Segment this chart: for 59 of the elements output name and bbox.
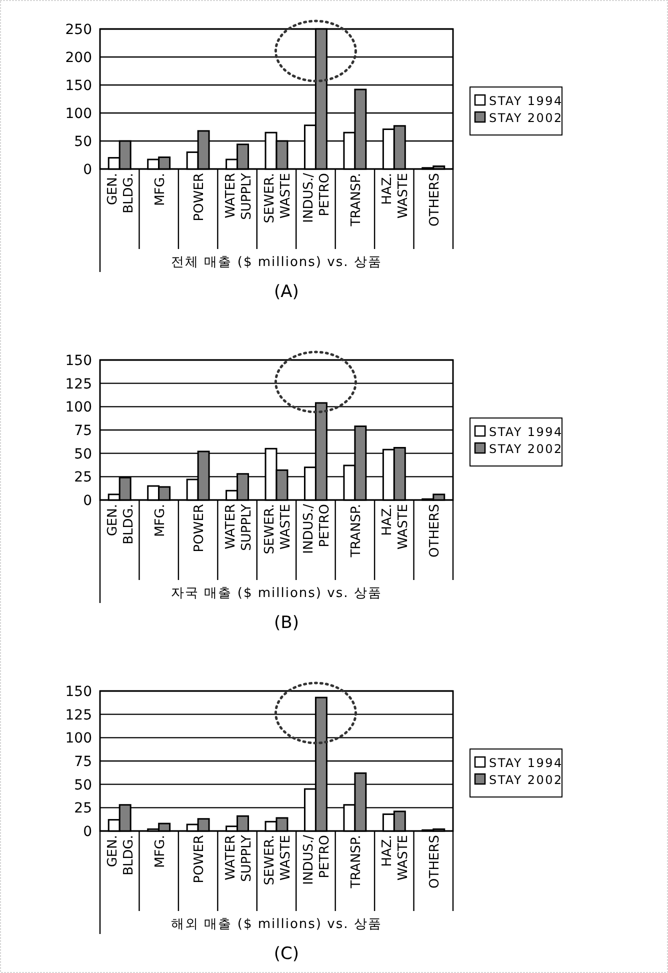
x-axis-title: 전체 매출 ($ millions) vs. 상품 <box>171 255 382 270</box>
x-tick-label: WATER SUPPLY <box>223 834 254 882</box>
x-tick-label: MFG. <box>152 173 168 206</box>
y-tick-label: 150 <box>65 684 92 700</box>
x-tick-label: HAZ. WASTE <box>380 504 412 550</box>
y-tick-label: 100 <box>65 400 92 416</box>
text: (B) <box>274 613 299 633</box>
x-tick-label: TRANSP. <box>348 504 364 558</box>
x-tick-label: OTHERS <box>427 173 442 226</box>
legend-label: STAY 1994 <box>489 425 563 439</box>
x-tick-label: INDUS./ PETRO <box>302 834 333 885</box>
x-tick-label: OTHERS <box>427 835 442 888</box>
x-tick-label: SEWER. WASTE <box>262 835 294 886</box>
y-tick-label: 250 <box>65 22 92 38</box>
y-tick-label: 150 <box>65 78 92 94</box>
x-tick-label: POWER <box>192 504 208 552</box>
y-tick-label: 50 <box>74 134 92 150</box>
y-tick-label: 200 <box>65 50 92 66</box>
y-tick-label: 0 <box>83 162 92 178</box>
x-tick-label: MFG. <box>152 835 168 868</box>
x-axis-title: 해외 매출 ($ millions) vs. 상품 <box>171 917 382 932</box>
y-tick-label: 125 <box>65 707 92 724</box>
x-tick-label: GEN. BLDG. <box>106 173 137 214</box>
y-tick-label: 50 <box>74 446 92 462</box>
y-tick-label: 100 <box>65 730 92 747</box>
x-tick-label: WATER SUPPLY <box>223 504 254 551</box>
text: (A) <box>274 282 299 302</box>
x-tick-label: POWER <box>192 835 208 884</box>
x-tick-label: HAZ. WASTE <box>380 835 412 880</box>
x-tick-label: HAZ. WASTE <box>380 173 412 218</box>
y-tick-label: 50 <box>74 777 92 794</box>
legend-label: STAY 1994 <box>489 94 563 108</box>
text: (C) <box>274 944 300 964</box>
x-tick-label: GEN. BLDG. <box>106 504 137 544</box>
y-tick-label: 0 <box>83 493 92 509</box>
legend-label: STAY 2002 <box>489 442 563 456</box>
y-tick-label: 75 <box>74 423 92 439</box>
x-axis-title: 자국 매출 ($ millions) vs. 상품 <box>171 586 382 601</box>
legend-label: STAY 1994 <box>489 756 563 770</box>
y-tick-label: 0 <box>83 824 92 840</box>
legend-label: STAY 2002 <box>489 773 563 787</box>
x-tick-label: INDUS./ PETRO <box>302 172 333 223</box>
x-tick-label: POWER <box>192 173 208 222</box>
y-tick-label: 100 <box>65 106 92 122</box>
y-tick-label: 25 <box>74 800 92 817</box>
y-tick-label: 25 <box>74 470 92 486</box>
legend-label: STAY 2002 <box>489 111 563 125</box>
y-tick-label: 150 <box>65 353 92 369</box>
x-tick-label: SEWER. WASTE <box>262 504 294 554</box>
x-tick-label: INDUS./ PETRO <box>302 503 333 554</box>
x-tick-label: MFG. <box>152 504 168 537</box>
y-tick-label: 125 <box>65 376 92 392</box>
x-tick-label: TRANSP. <box>348 835 364 890</box>
x-tick-label: GEN. BLDG. <box>106 835 137 876</box>
x-tick-label: TRANSP. <box>348 173 364 228</box>
y-tick-label: 75 <box>74 754 92 770</box>
x-tick-label: OTHERS <box>427 504 442 558</box>
x-tick-label: SEWER. WASTE <box>262 173 294 224</box>
x-tick-label: WATER SUPPLY <box>223 172 254 220</box>
